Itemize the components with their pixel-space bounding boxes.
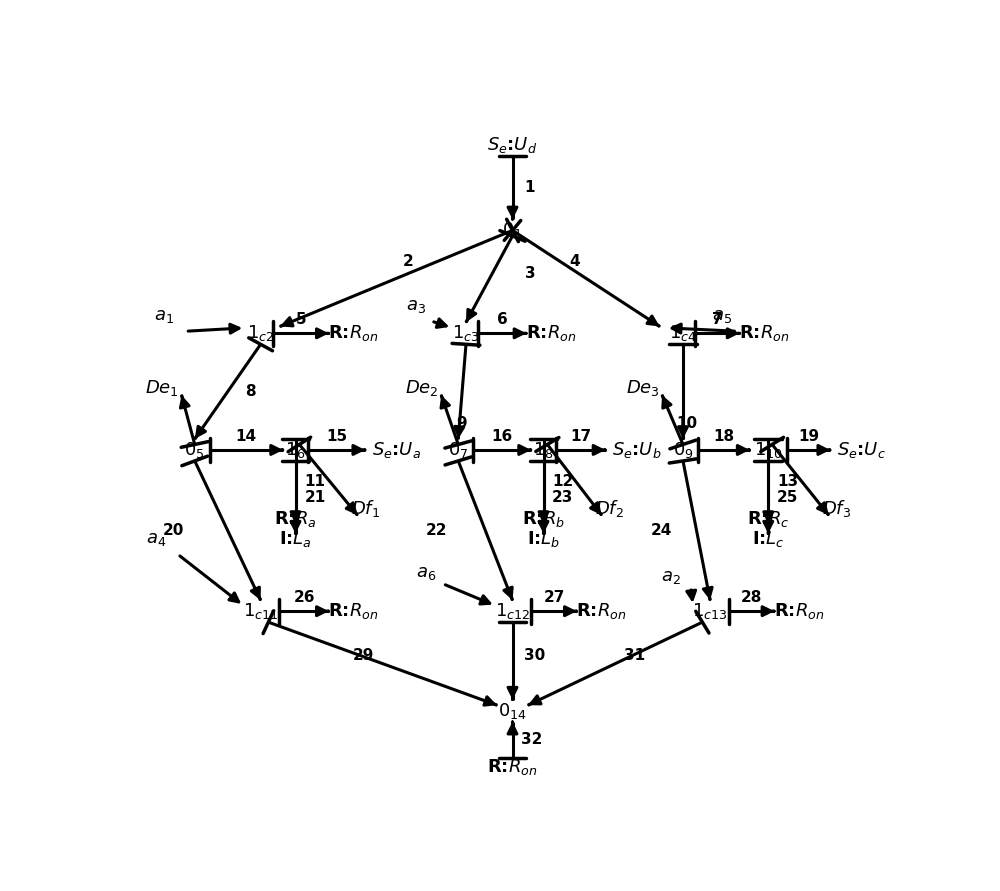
- Text: $a_2$: $a_2$: [661, 568, 681, 586]
- Text: 26: 26: [293, 590, 315, 605]
- Text: 18: 18: [713, 429, 734, 444]
- Text: I:$L_a$: I:$L_a$: [279, 529, 312, 549]
- Text: 19: 19: [798, 429, 819, 444]
- Text: 7: 7: [712, 312, 723, 327]
- Text: 32: 32: [521, 732, 543, 748]
- Text: 25: 25: [777, 490, 798, 505]
- Text: $a_6$: $a_6$: [416, 564, 436, 583]
- Text: $a_5$: $a_5$: [712, 307, 732, 325]
- Text: R:$R_{on}$: R:$R_{on}$: [328, 323, 379, 343]
- Text: R:$R_b$: R:$R_b$: [522, 509, 565, 528]
- Text: R:$R_{on}$: R:$R_{on}$: [576, 601, 627, 621]
- Text: 16: 16: [491, 429, 513, 444]
- Text: R:$R_a$: R:$R_a$: [274, 509, 317, 528]
- Text: $a_3$: $a_3$: [406, 297, 426, 315]
- Text: $1_6$: $1_6$: [285, 440, 306, 460]
- Text: 30: 30: [524, 648, 545, 663]
- Text: $1_{c2}$: $1_{c2}$: [247, 323, 274, 343]
- Text: $1_{c3}$: $1_{c3}$: [452, 323, 480, 343]
- Text: 24: 24: [651, 523, 672, 538]
- Text: 10: 10: [676, 416, 697, 430]
- Text: $S_e$:$U_d$: $S_e$:$U_d$: [487, 135, 538, 155]
- Text: 12: 12: [552, 474, 574, 489]
- Text: 15: 15: [326, 429, 347, 444]
- Text: R:$R_{on}$: R:$R_{on}$: [526, 323, 576, 343]
- Text: 3: 3: [525, 266, 536, 282]
- Text: 28: 28: [741, 590, 762, 605]
- Text: $a_1$: $a_1$: [154, 307, 174, 325]
- Text: $1_{10}$: $1_{10}$: [754, 440, 783, 460]
- Text: I:$L_b$: I:$L_b$: [527, 529, 560, 549]
- Text: $0_1$: $0_1$: [502, 220, 523, 241]
- Text: 1: 1: [524, 180, 535, 195]
- Text: 13: 13: [777, 474, 798, 489]
- Text: 29: 29: [353, 648, 374, 663]
- Text: $0_7$: $0_7$: [448, 440, 469, 460]
- Text: $a_4$: $a_4$: [146, 530, 166, 548]
- Text: $S_e$:$U_b$: $S_e$:$U_b$: [612, 440, 661, 460]
- Text: $0_5$: $0_5$: [184, 440, 205, 460]
- Text: 6: 6: [497, 312, 508, 327]
- Text: $0_{14}$: $0_{14}$: [498, 700, 527, 721]
- Text: R:$R_c$: R:$R_c$: [747, 509, 789, 528]
- Text: $1_{c11}$: $1_{c11}$: [243, 601, 278, 621]
- Text: $De_2$: $De_2$: [405, 378, 439, 398]
- Text: R:$R_{on}$: R:$R_{on}$: [328, 601, 379, 621]
- Text: $1_{c13}$: $1_{c13}$: [692, 601, 728, 621]
- Text: 27: 27: [543, 590, 565, 605]
- Text: 2: 2: [402, 254, 413, 269]
- Text: $Df_2$: $Df_2$: [595, 498, 624, 519]
- Text: $S_e$:$U_c$: $S_e$:$U_c$: [837, 440, 886, 460]
- Text: R:$R_{on}$: R:$R_{on}$: [487, 757, 538, 777]
- Text: $1_8$: $1_8$: [533, 440, 554, 460]
- Text: 21: 21: [304, 490, 326, 505]
- Text: 20: 20: [162, 523, 184, 538]
- Text: $Df_3$: $Df_3$: [822, 498, 851, 519]
- Text: $1_{c4}$: $1_{c4}$: [669, 323, 697, 343]
- Text: R:$R_{on}$: R:$R_{on}$: [774, 601, 824, 621]
- Text: $1_{c12}$: $1_{c12}$: [495, 601, 530, 621]
- Text: R:$R_{on}$: R:$R_{on}$: [739, 323, 790, 343]
- Text: 23: 23: [552, 490, 574, 505]
- Text: 22: 22: [426, 523, 447, 538]
- Text: 8: 8: [246, 384, 256, 399]
- Text: 31: 31: [624, 648, 645, 663]
- Text: $0_9$: $0_9$: [673, 440, 693, 460]
- Text: 4: 4: [569, 254, 580, 269]
- Text: 9: 9: [456, 416, 467, 430]
- Text: 14: 14: [236, 429, 257, 444]
- Text: 17: 17: [570, 429, 591, 444]
- Text: $De_3$: $De_3$: [626, 378, 660, 398]
- Text: $Df_1$: $Df_1$: [351, 498, 380, 519]
- Text: 11: 11: [304, 474, 325, 489]
- Text: $S_e$:$U_a$: $S_e$:$U_a$: [372, 440, 421, 460]
- Text: I:$L_c$: I:$L_c$: [752, 529, 785, 549]
- Text: $De_1$: $De_1$: [145, 378, 179, 398]
- Text: 5: 5: [296, 312, 306, 327]
